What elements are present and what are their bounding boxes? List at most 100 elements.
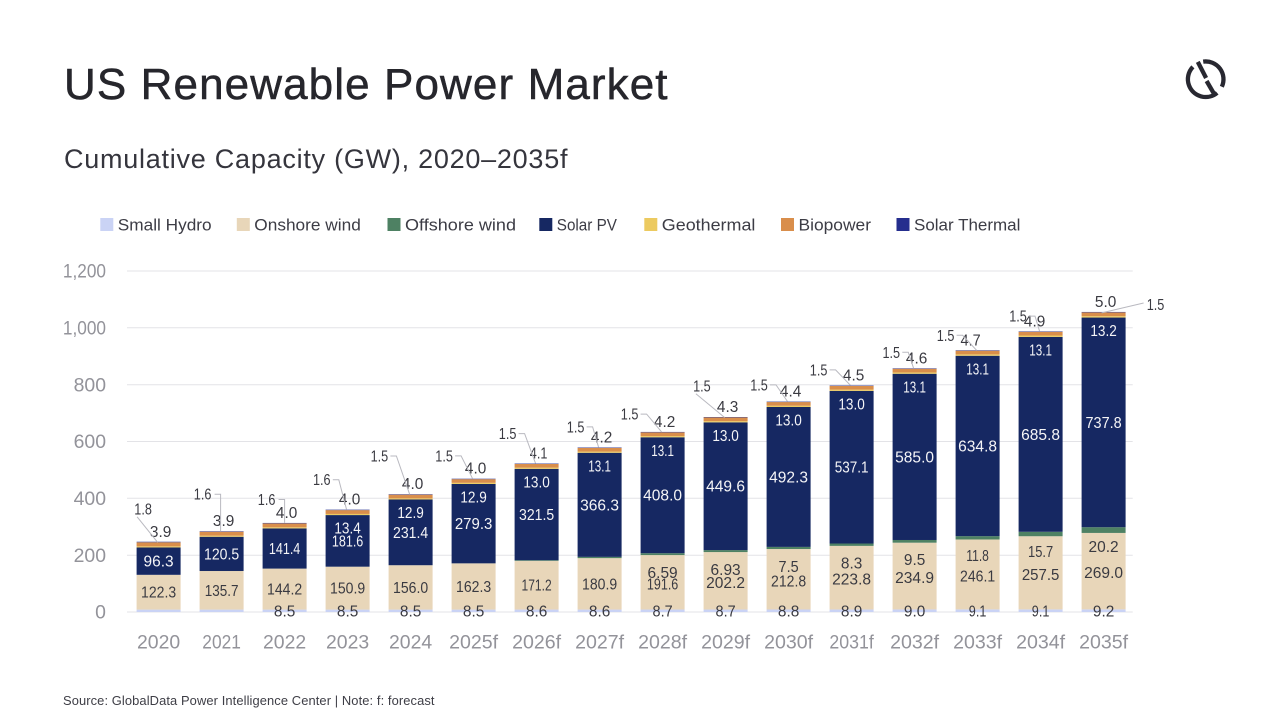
svg-text:8.5: 8.5 — [463, 604, 484, 621]
svg-text:12.9: 12.9 — [460, 490, 486, 507]
svg-text:12.9: 12.9 — [397, 505, 423, 522]
svg-text:1.5: 1.5 — [937, 328, 955, 345]
svg-text:212.8: 212.8 — [771, 573, 806, 590]
svg-text:181.6: 181.6 — [332, 533, 363, 550]
svg-text:231.4: 231.4 — [393, 525, 428, 542]
svg-text:8.3: 8.3 — [841, 556, 862, 573]
svg-text:1.5: 1.5 — [883, 345, 901, 362]
svg-text:2029f: 2029f — [701, 632, 751, 653]
svg-text:1.5: 1.5 — [621, 407, 639, 424]
svg-text:200: 200 — [74, 546, 106, 567]
svg-text:1,000: 1,000 — [63, 318, 106, 339]
svg-text:492.3: 492.3 — [769, 469, 808, 486]
svg-text:4.1: 4.1 — [530, 446, 548, 463]
svg-text:737.8: 737.8 — [1086, 415, 1122, 432]
svg-text:Onshore wind: Onshore wind — [254, 215, 360, 234]
svg-text:Small Hydro: Small Hydro — [118, 215, 212, 234]
svg-text:2023: 2023 — [326, 632, 369, 653]
svg-text:156.0: 156.0 — [393, 580, 428, 597]
svg-text:13.4: 13.4 — [334, 521, 360, 538]
svg-text:8.8: 8.8 — [778, 604, 799, 621]
svg-text:8.5: 8.5 — [337, 604, 358, 621]
svg-text:2034f: 2034f — [1016, 632, 1066, 653]
svg-text:2033f: 2033f — [953, 632, 1003, 653]
svg-text:585.0: 585.0 — [895, 449, 934, 466]
svg-text:96.3: 96.3 — [144, 554, 174, 571]
svg-text:180.9: 180.9 — [582, 576, 617, 593]
svg-text:8.6: 8.6 — [589, 604, 610, 621]
svg-text:162.3: 162.3 — [456, 579, 491, 596]
svg-text:171.2: 171.2 — [522, 578, 552, 595]
svg-text:4.0: 4.0 — [276, 505, 297, 522]
svg-text:4.0: 4.0 — [402, 476, 423, 493]
svg-text:Solar PV: Solar PV — [557, 215, 618, 234]
svg-text:6.93: 6.93 — [711, 562, 741, 579]
svg-text:8.7: 8.7 — [716, 604, 736, 621]
svg-text:13.0: 13.0 — [712, 428, 738, 445]
svg-text:2026f: 2026f — [512, 632, 562, 653]
svg-text:1.6: 1.6 — [194, 487, 212, 504]
svg-text:4.5: 4.5 — [843, 368, 864, 385]
svg-text:234.9: 234.9 — [895, 570, 934, 587]
svg-text:223.8: 223.8 — [832, 572, 871, 589]
svg-text:3.9: 3.9 — [150, 524, 171, 541]
svg-text:4.9: 4.9 — [1024, 313, 1045, 330]
svg-text:9.5: 9.5 — [904, 552, 925, 569]
svg-text:13.1: 13.1 — [651, 443, 674, 460]
svg-text:634.8: 634.8 — [958, 438, 997, 455]
svg-text:8.5: 8.5 — [274, 604, 295, 621]
svg-text:269.0: 269.0 — [1084, 565, 1123, 582]
svg-text:141.4: 141.4 — [269, 541, 300, 558]
svg-text:11.8: 11.8 — [966, 548, 989, 565]
svg-text:2024: 2024 — [389, 632, 433, 653]
svg-text:2021: 2021 — [202, 632, 241, 653]
svg-text:1.5: 1.5 — [750, 377, 768, 394]
svg-text:13.1: 13.1 — [903, 379, 926, 396]
svg-text:2027f: 2027f — [575, 632, 625, 653]
svg-text:1.5: 1.5 — [435, 448, 453, 465]
svg-text:15.7: 15.7 — [1028, 544, 1053, 561]
svg-text:2028f: 2028f — [638, 632, 688, 653]
svg-text:1.5: 1.5 — [371, 449, 389, 466]
svg-text:191.6: 191.6 — [647, 576, 678, 593]
svg-text:6.59: 6.59 — [648, 565, 678, 582]
svg-text:0: 0 — [95, 603, 106, 624]
svg-text:9.1: 9.1 — [969, 604, 987, 621]
svg-text:2032f: 2032f — [890, 632, 940, 653]
svg-text:1.5: 1.5 — [810, 362, 828, 379]
svg-text:122.3: 122.3 — [141, 585, 176, 602]
svg-text:13.0: 13.0 — [775, 413, 801, 430]
svg-text:4.6: 4.6 — [906, 350, 927, 367]
svg-text:9.1: 9.1 — [1032, 604, 1050, 621]
svg-text:Biopower: Biopower — [799, 215, 872, 234]
svg-text:800: 800 — [74, 375, 106, 396]
svg-text:4.4: 4.4 — [780, 384, 801, 401]
svg-text:4.7: 4.7 — [961, 332, 981, 349]
svg-text:366.3: 366.3 — [580, 497, 619, 514]
svg-text:8.6: 8.6 — [526, 604, 547, 621]
svg-text:246.1: 246.1 — [960, 568, 995, 585]
svg-text:4.3: 4.3 — [717, 399, 738, 416]
svg-text:3.9: 3.9 — [213, 513, 234, 530]
svg-text:9.0: 9.0 — [904, 604, 925, 621]
svg-text:9.2: 9.2 — [1093, 604, 1114, 621]
svg-text:8.5: 8.5 — [400, 604, 421, 621]
svg-text:2031f: 2031f — [829, 632, 874, 653]
svg-text:1.5: 1.5 — [1147, 297, 1165, 314]
svg-text:13.2: 13.2 — [1090, 323, 1116, 340]
svg-text:408.0: 408.0 — [643, 488, 682, 505]
svg-text:5.0: 5.0 — [1095, 294, 1116, 311]
svg-text:1,200: 1,200 — [63, 262, 106, 283]
svg-text:257.5: 257.5 — [1022, 567, 1060, 584]
svg-text:Offshore wind: Offshore wind — [405, 215, 516, 234]
svg-text:4.2: 4.2 — [591, 429, 612, 446]
svg-text:2022: 2022 — [263, 632, 306, 653]
svg-text:600: 600 — [74, 432, 106, 453]
svg-text:150.9: 150.9 — [330, 581, 365, 598]
svg-text:2030f: 2030f — [764, 632, 814, 653]
svg-text:13.0: 13.0 — [838, 397, 864, 414]
svg-text:13.1: 13.1 — [588, 458, 611, 475]
svg-text:1.6: 1.6 — [313, 472, 331, 489]
svg-text:Solar Thermal: Solar Thermal — [914, 215, 1020, 234]
svg-text:2020: 2020 — [137, 632, 180, 653]
